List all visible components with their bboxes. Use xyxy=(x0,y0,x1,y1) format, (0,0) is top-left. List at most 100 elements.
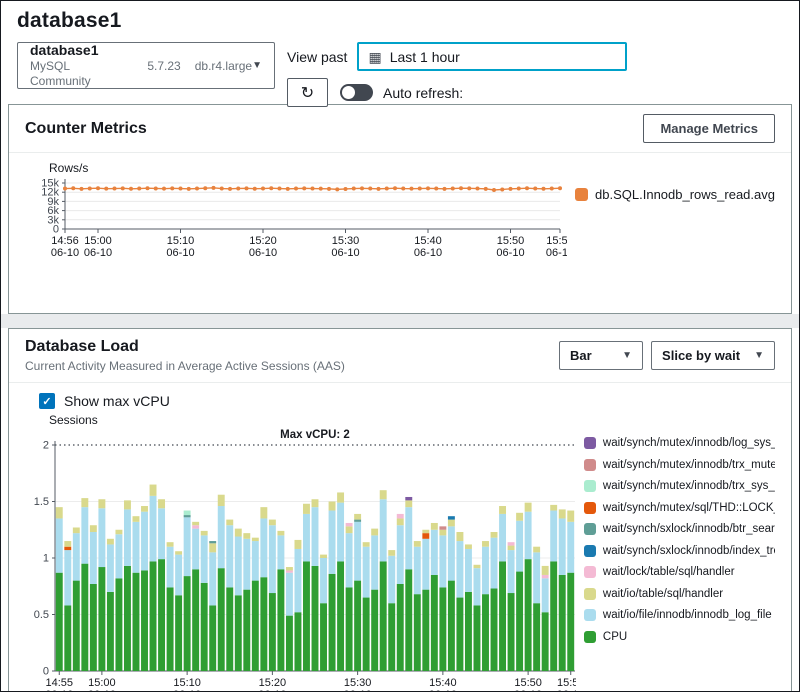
svg-text:06-10: 06-10 xyxy=(414,247,442,259)
legend-color-chip xyxy=(584,480,596,492)
svg-text:1: 1 xyxy=(43,553,49,565)
check-icon: ✓ xyxy=(42,395,51,408)
refresh-icon: ↻ xyxy=(301,83,314,103)
chart-type-dropdown-value: Bar xyxy=(570,348,592,363)
database-load-subtitle: Current Activity Measured in Average Act… xyxy=(25,359,345,373)
instance-name: database1 xyxy=(30,42,252,59)
slice-by-dropdown[interactable]: Slice by wait ▼ xyxy=(651,341,775,370)
legend-item: wait/lock/table/sql/handler xyxy=(584,566,775,578)
legend-color-chip xyxy=(584,566,596,578)
svg-text:06-10: 06-10 xyxy=(496,247,524,259)
time-range-input[interactable]: ▦ Last 1 hour xyxy=(357,42,627,71)
section-gap xyxy=(1,314,799,328)
page-title: database1 xyxy=(17,9,783,33)
chart-type-dropdown[interactable]: Bar ▼ xyxy=(559,341,643,370)
legend-label: wait/synch/mutex/innodb/trx_sys_mut xyxy=(603,480,775,492)
svg-text:15:00: 15:00 xyxy=(84,235,112,247)
svg-text:15:10: 15:10 xyxy=(173,677,201,689)
legend-color-chip xyxy=(584,523,596,535)
svg-text:06-10: 06-10 xyxy=(166,247,194,259)
instance-class: db.r4.large xyxy=(195,59,252,89)
legend-item: wait/synch/mutex/sql/THD::LOCK_quer xyxy=(584,502,775,514)
legend-label: wait/io/table/sql/handler xyxy=(603,588,723,600)
svg-text:06-10: 06-10 xyxy=(546,247,567,259)
legend-label: CPU xyxy=(603,631,627,643)
legend-label: db.SQL.Innodb_rows_read.avg xyxy=(595,187,775,202)
legend-color-chip xyxy=(584,437,596,449)
svg-text:0.5: 0.5 xyxy=(34,609,49,621)
legend-item: db.SQL.Innodb_rows_read.avg xyxy=(575,187,775,202)
svg-text:15:50: 15:50 xyxy=(497,235,525,247)
time-range-value: Last 1 hour xyxy=(390,49,460,65)
svg-text:Max vCPU: 2: Max vCPU: 2 xyxy=(280,429,350,441)
legend-color-chip xyxy=(584,609,596,621)
svg-text:15:56: 15:56 xyxy=(546,235,567,247)
svg-text:15:20: 15:20 xyxy=(259,677,287,689)
legend-color-chip xyxy=(575,188,588,201)
counter-metrics-title: Counter Metrics xyxy=(25,120,147,138)
legend-color-chip xyxy=(584,502,596,514)
legend-color-chip xyxy=(584,545,596,557)
chevron-down-icon: ▼ xyxy=(754,350,764,361)
counter-metrics-panel: Counter Metrics Manage Metrics Rows/s 15… xyxy=(8,104,792,314)
legend-item: wait/synch/sxlock/innodb/btr_search xyxy=(584,523,775,535)
svg-text:15:30: 15:30 xyxy=(344,677,372,689)
auto-refresh-toggle[interactable] xyxy=(340,84,373,101)
svg-text:15:00: 15:00 xyxy=(88,677,116,689)
database-load-chart[interactable]: 21.510.50Max vCPU: 214:5506-1015:0006-10… xyxy=(25,427,576,692)
legend-label: wait/synch/sxlock/innodb/btr_search xyxy=(603,523,775,535)
svg-text:15:40: 15:40 xyxy=(414,235,442,247)
svg-text:15:50: 15:50 xyxy=(514,677,542,689)
svg-text:0: 0 xyxy=(53,224,59,236)
instance-engine: MySQL Community xyxy=(30,59,133,89)
manage-metrics-button[interactable]: Manage Metrics xyxy=(643,114,775,143)
performance-insights-page: database1 database1 MySQL Community 5.7.… xyxy=(0,0,800,692)
show-max-vcpu-label: Show max vCPU xyxy=(64,393,170,409)
legend-item: wait/synch/sxlock/innodb/index_tree xyxy=(584,545,775,557)
svg-text:15:20: 15:20 xyxy=(249,235,277,247)
instance-selector[interactable]: database1 MySQL Community 5.7.23 db.r4.l… xyxy=(17,42,275,89)
legend-color-chip xyxy=(584,588,596,600)
counter-chart-ylabel: Rows/s xyxy=(49,161,775,175)
svg-text:15:40: 15:40 xyxy=(429,677,457,689)
calendar-icon: ▦ xyxy=(368,50,381,64)
refresh-button[interactable]: ↻ xyxy=(287,78,328,107)
instance-version: 5.7.23 xyxy=(147,59,180,89)
time-range-controls: View past ▦ Last 1 hour ↻ Auto refresh: xyxy=(287,42,627,107)
legend-label: wait/lock/table/sql/handler xyxy=(603,566,735,578)
chevron-down-icon: ▼ xyxy=(252,60,262,71)
chevron-down-icon: ▼ xyxy=(622,350,632,361)
svg-text:06-10: 06-10 xyxy=(51,247,79,259)
svg-text:14:55: 14:55 xyxy=(45,677,73,689)
legend-label: wait/synch/mutex/innodb/log_sys_wri xyxy=(603,437,775,449)
svg-text:0: 0 xyxy=(43,666,49,678)
svg-text:06-10: 06-10 xyxy=(84,247,112,259)
load-chart-ylabel: Sessions xyxy=(49,413,775,427)
view-past-label: View past xyxy=(287,49,347,65)
toggle-knob xyxy=(342,86,355,99)
legend-color-chip xyxy=(584,631,596,643)
svg-text:06-10: 06-10 xyxy=(331,247,359,259)
legend-item: wait/synch/mutex/innodb/trx_sys_mut xyxy=(584,480,775,492)
legend-item: wait/synch/mutex/innodb/trx_mutex xyxy=(584,459,775,471)
database-load-title: Database Load xyxy=(25,338,345,356)
legend-item: CPU xyxy=(584,631,775,643)
legend-item: wait/synch/mutex/innodb/log_sys_wri xyxy=(584,437,775,449)
load-chart-legend: wait/synch/mutex/innodb/log_sys_wri wait/… xyxy=(584,437,775,652)
counter-metrics-chart[interactable]: 15k12k9k6k3k014:5606-1015:0006-1015:1006… xyxy=(25,175,567,275)
slice-by-dropdown-value: Slice by wait xyxy=(662,348,740,363)
legend-item: wait/io/file/innodb/innodb_log_file xyxy=(584,609,775,621)
database-load-panel: Database Load Current Activity Measured … xyxy=(8,328,792,692)
legend-label: wait/io/file/innodb/innodb_log_file xyxy=(603,609,772,621)
svg-text:15:30: 15:30 xyxy=(332,235,360,247)
svg-text:1.5: 1.5 xyxy=(34,496,49,508)
svg-text:15:56: 15:56 xyxy=(557,677,576,689)
counter-chart-legend: db.SQL.Innodb_rows_read.avg xyxy=(575,187,775,211)
show-max-vcpu-checkbox[interactable]: ✓ xyxy=(39,393,55,409)
svg-text:06-10: 06-10 xyxy=(249,247,277,259)
auto-refresh-label: Auto refresh: xyxy=(383,85,463,101)
svg-text:14:56: 14:56 xyxy=(51,235,79,247)
legend-color-chip xyxy=(584,459,596,471)
legend-label: wait/synch/sxlock/innodb/index_tree xyxy=(603,545,775,557)
page-header: database1 database1 MySQL Community 5.7.… xyxy=(1,1,799,104)
